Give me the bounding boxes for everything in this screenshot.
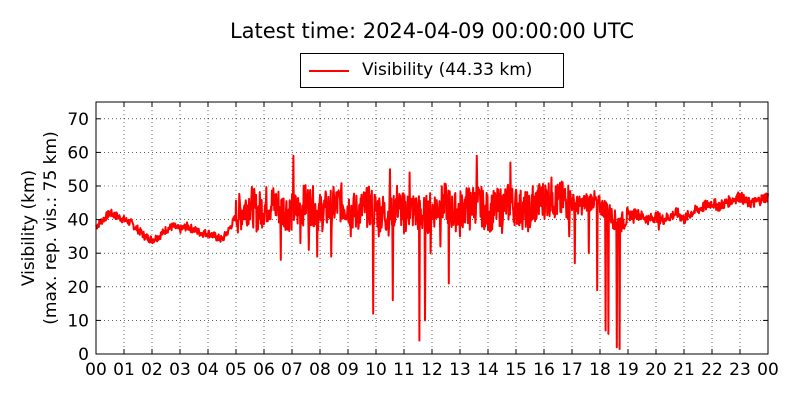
- x-tick-label: 20: [645, 360, 667, 380]
- x-tick-label: 04: [197, 360, 219, 380]
- x-tick-label: 13: [449, 360, 471, 380]
- y-tick-label: 40: [67, 211, 89, 231]
- y-tick-label: 30: [67, 244, 89, 264]
- x-tick-label: 14: [477, 360, 499, 380]
- legend-label: Visibility (44.33 km): [362, 60, 533, 80]
- x-tick-label: 06: [253, 360, 275, 380]
- x-tick-label: 18: [589, 360, 611, 380]
- x-tick-label: 21: [673, 360, 695, 380]
- legend: Visibility (44.33 km): [300, 53, 564, 88]
- x-tick-label: 02: [141, 360, 163, 380]
- x-tick-label: 11: [393, 360, 415, 380]
- x-tick-label: 00: [85, 360, 107, 380]
- x-tick-label: 23: [729, 360, 751, 380]
- y-tick-label: 20: [67, 278, 89, 298]
- x-tick-label: 12: [421, 360, 443, 380]
- x-tick-label: 05: [225, 360, 247, 380]
- y-axis-label-line2: (max. rep. vis.: 75 km): [41, 131, 61, 324]
- y-tick-label: 0: [78, 345, 89, 365]
- x-tick-label: 01: [113, 360, 135, 380]
- x-tick-label: 17: [561, 360, 583, 380]
- x-tick-label: 19: [617, 360, 639, 380]
- visibility-series-line: [95, 154, 769, 350]
- x-tick-label: 15: [505, 360, 527, 380]
- y-axis-label-line1: Visibility (km): [19, 170, 39, 286]
- x-tick-label: 09: [337, 360, 359, 380]
- y-tick-label: 10: [67, 311, 89, 331]
- chart-title: Latest time: 2024-04-09 00:00:00 UTC: [229, 19, 635, 43]
- y-tick-label: 60: [67, 143, 89, 163]
- x-tick-label: 16: [533, 360, 555, 380]
- y-tick-label: 50: [67, 177, 89, 197]
- legend-line-swatch: [309, 70, 349, 72]
- x-tick-label: 07: [281, 360, 303, 380]
- x-tick-label: 22: [701, 360, 723, 380]
- y-tick-label: 70: [67, 110, 89, 130]
- x-tick-label: 10: [365, 360, 387, 380]
- x-tick-label: 03: [169, 360, 191, 380]
- x-tick-label: 08: [309, 360, 331, 380]
- x-tick-label: 00: [757, 360, 779, 380]
